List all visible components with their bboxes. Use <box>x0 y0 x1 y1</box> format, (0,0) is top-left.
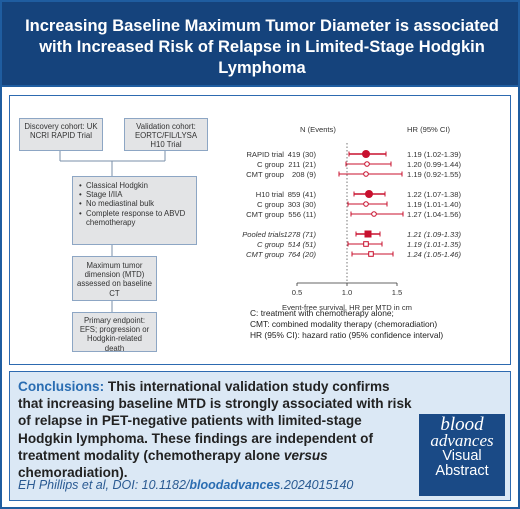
row-n-events: 208 (9) <box>292 170 317 179</box>
hr-point <box>362 150 370 158</box>
logo-visual: Visual <box>442 448 482 464</box>
hr-point <box>371 211 377 217</box>
criterion-item: No mediastinal bulk <box>79 199 190 208</box>
citation-journal: bloodadvances <box>189 478 281 492</box>
validation-cohort-box: Validation cohort: EORTC/FIL/LYSA H10 Tr… <box>124 118 208 151</box>
criterion-item: Complete response to ABVD chemotherapy <box>79 209 190 227</box>
row-hr-text: 1.19 (1.01-1.35) <box>407 240 462 249</box>
discovery-cohort-text: Discovery cohort: UK NCRI RAPID Trial <box>24 122 98 141</box>
x-tick-label: 1.5 <box>392 288 403 297</box>
logo-abstract: Abstract <box>435 463 489 479</box>
hr-point <box>363 201 369 207</box>
conclusions-body: This international validation study conf… <box>18 379 412 463</box>
row-hr-text: 1.19 (0.92-1.55) <box>407 170 462 179</box>
conclusions-end: chemoradiation). <box>18 465 128 481</box>
blood-advances-logo: blood advances Visual Abstract <box>419 414 505 496</box>
legend-hr: HR (95% CI): hazard ratio (95% confidenc… <box>250 330 444 340</box>
row-n-events: 556 (11) <box>288 210 316 219</box>
citation-suffix: .2024015140 <box>280 478 354 492</box>
mtd-text: Maximum tumor dimension (MTD) assessed o… <box>77 261 152 298</box>
endpoint-text: Primary endpoint: EFS; progression or Ho… <box>79 316 150 353</box>
row-label: H10 trial <box>256 190 285 199</box>
row-label: Pooled trials <box>242 230 284 239</box>
row-hr-text: 1.27 (1.04-1.56) <box>407 210 462 219</box>
hr-point <box>364 230 372 238</box>
abbreviation-legend: C: treatment with chemotherapy alone; CM… <box>250 308 443 341</box>
conclusions-label: Conclusions: <box>18 379 105 394</box>
citation-prefix: EH Phillips et al, DOI: 10.1182/ <box>18 478 190 492</box>
title: Increasing Baseline Maximum Tumor Diamet… <box>25 17 499 77</box>
row-n-events: 859 (41) <box>288 190 317 199</box>
row-hr-text: 1.24 (1.05-1.46) <box>407 250 462 259</box>
endpoint-box: Primary endpoint: EFS; progression or Ho… <box>72 312 157 353</box>
row-n-events: 211 (21) <box>288 160 316 169</box>
hr-point <box>365 190 373 198</box>
discovery-cohort-box: Discovery cohort: UK NCRI RAPID Trial <box>19 118 103 151</box>
x-axis-title: Event-free survival, HR per MTD in cm <box>282 303 412 312</box>
row-n-events: 764 (20) <box>288 250 317 259</box>
row-label: CMT group <box>246 250 284 259</box>
validation-cohort-text: Validation cohort: EORTC/FIL/LYSA H10 Tr… <box>134 122 198 150</box>
logo-blood: blood <box>440 414 484 435</box>
x-tick-label: 1.0 <box>342 288 353 297</box>
conclusions-versus: versus <box>283 447 328 463</box>
row-n-events: 1278 (71) <box>283 230 316 239</box>
logo-advances: advances <box>430 431 494 450</box>
row-label: C group <box>257 200 284 209</box>
column-header-n: N (Events) <box>300 125 336 134</box>
hr-point <box>364 161 370 167</box>
hr-point <box>363 171 369 177</box>
row-label: C group <box>257 160 284 169</box>
citation: EH Phillips et al, DOI: 10.1182/bloodadv… <box>18 478 353 492</box>
conclusions-box: Conclusions: This international validati… <box>9 371 511 501</box>
row-label: CMT group <box>246 170 284 179</box>
title-banner: Increasing Baseline Maximum Tumor Diamet… <box>0 0 520 87</box>
legend-cmt: CMT: combined modality therapy (chemorad… <box>250 319 438 329</box>
hr-point <box>368 251 374 257</box>
column-header-hr: HR (95% CI) <box>407 125 451 134</box>
row-n-events: 419 (30) <box>288 150 317 159</box>
criterion-item: Stage I/IIA <box>79 190 190 199</box>
row-n-events: 303 (30) <box>288 200 317 209</box>
conclusions-text: Conclusions: This international validati… <box>18 378 418 481</box>
forest-plot: N (Events) HR (95% CI) RAPID trial 419 (3… <box>242 125 462 312</box>
hr-point <box>363 241 369 247</box>
x-tick-label: 0.5 <box>292 288 303 297</box>
eligibility-criteria-box: Classical Hodgkin Stage I/IIA No mediast… <box>72 176 197 245</box>
criterion-item: Classical Hodgkin <box>79 181 190 190</box>
row-label: CMT group <box>246 210 284 219</box>
row-hr-text: 1.19 (1.02-1.39) <box>407 150 462 159</box>
mtd-box: Maximum tumor dimension (MTD) assessed o… <box>72 256 157 301</box>
row-hr-text: 1.21 (1.09-1.33) <box>407 230 462 239</box>
row-hr-text: 1.20 (0.99-1.44) <box>407 160 462 169</box>
legend-c: C: treatment with chemotherapy alone; <box>250 308 394 318</box>
flow-connectors <box>59 151 166 312</box>
figure-panel: Discovery cohort: UK NCRI RAPID Trial Va… <box>9 95 511 365</box>
row-n-events: 514 (51) <box>288 240 317 249</box>
row-hr-text: 1.19 (1.01-1.40) <box>407 200 462 209</box>
row-label: C group <box>257 240 284 249</box>
row-label: RAPID trial <box>246 150 284 159</box>
row-hr-text: 1.22 (1.07-1.38) <box>407 190 462 199</box>
